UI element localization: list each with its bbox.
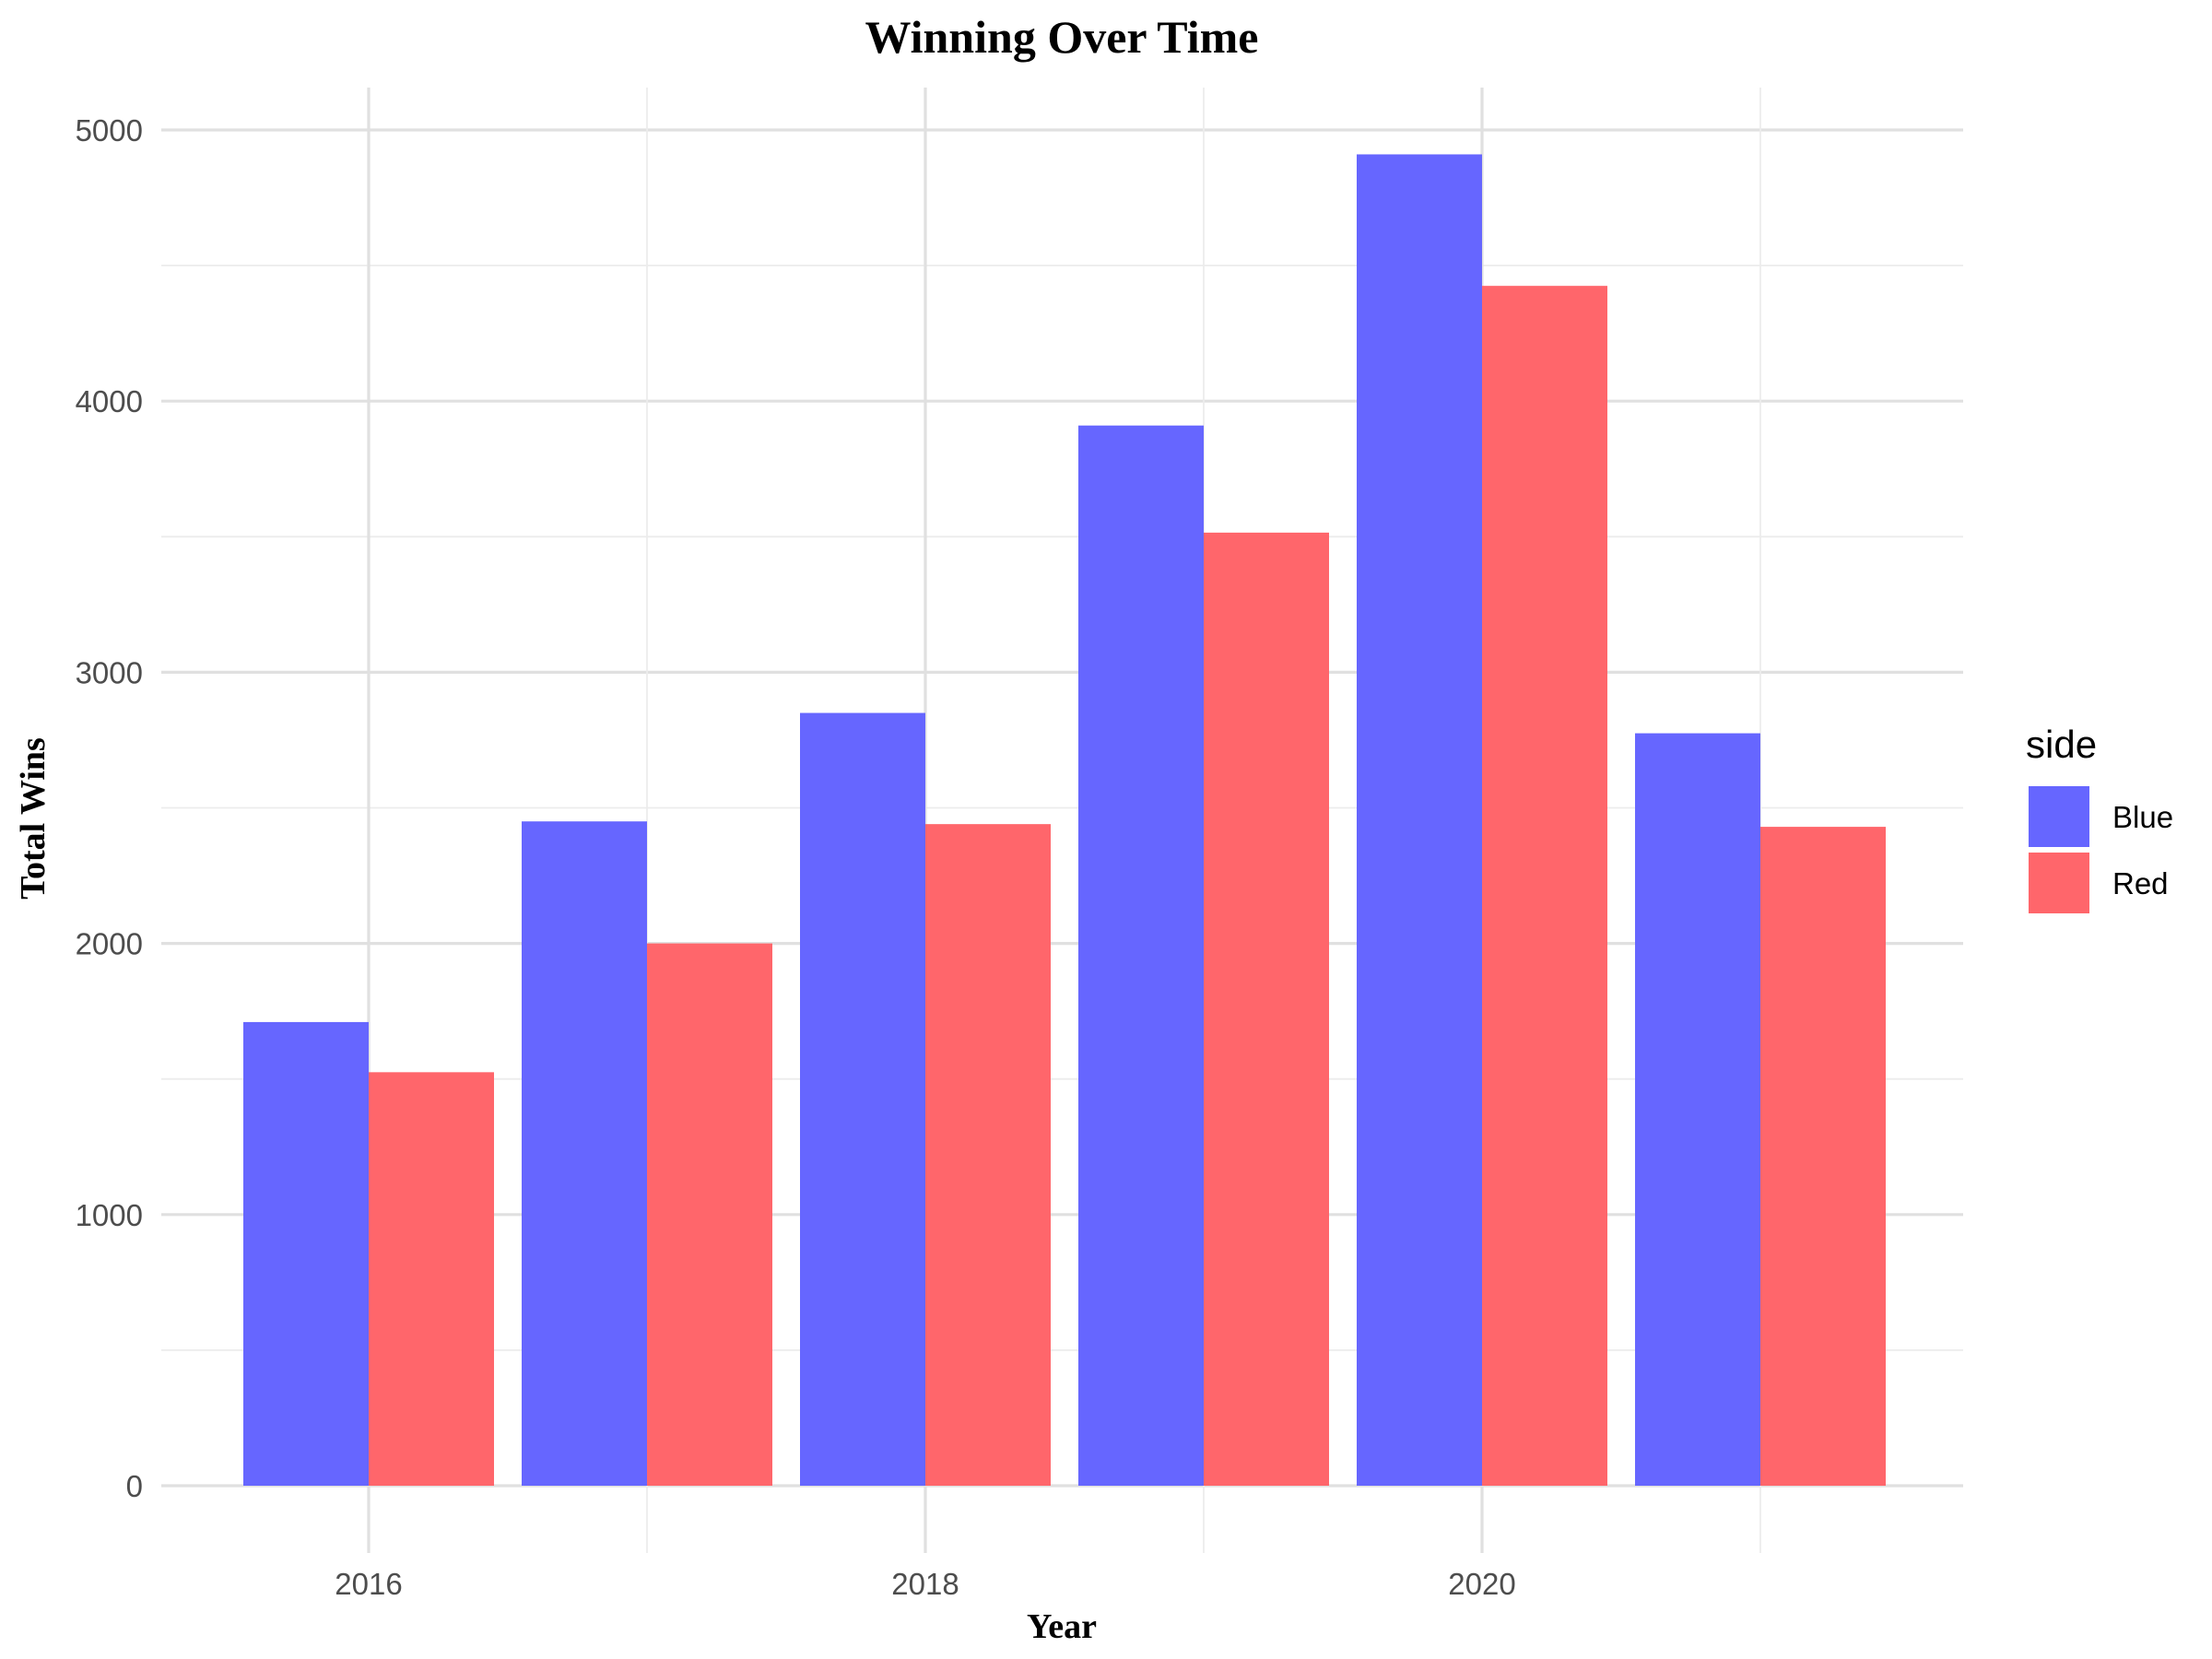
- y-axis-title: Total Wins: [14, 737, 53, 900]
- x-axis-ticks: 2016 2018 2020: [335, 1567, 1515, 1601]
- legend-title: side: [2026, 723, 2097, 766]
- bar-red-2018: [925, 824, 1051, 1486]
- y-tick-label: 3000: [76, 655, 143, 689]
- y-tick-label: 4000: [76, 384, 143, 418]
- legend: side Blue Red: [2026, 723, 2173, 913]
- x-tick-label: 2018: [891, 1567, 959, 1601]
- y-tick-label: 2000: [76, 927, 143, 961]
- legend-label-red: Red: [2112, 866, 2169, 900]
- bar-blue-2020: [1357, 154, 1482, 1486]
- bar-blue-2019: [1078, 425, 1204, 1487]
- bar-red-2020: [1482, 286, 1607, 1486]
- y-tick-label: 1000: [76, 1198, 143, 1232]
- bar-red-2021: [1760, 827, 1886, 1486]
- bar-red-2016: [369, 1072, 494, 1486]
- bar-blue-2016: [243, 1021, 369, 1486]
- legend-label-blue: Blue: [2112, 800, 2173, 834]
- bar-blue-2021: [1635, 733, 1760, 1486]
- legend-swatch-red: [2029, 853, 2089, 913]
- legend-swatch-blue: [2029, 786, 2089, 847]
- y-axis-ticks: 0 1000 2000 3000 4000 5000: [76, 113, 143, 1503]
- chart-title: Winning Over Time: [865, 11, 1259, 63]
- bar-red-2019: [1204, 532, 1329, 1487]
- bar-red-2017: [647, 943, 772, 1486]
- y-tick-label: 5000: [76, 113, 143, 147]
- bars: [243, 154, 1886, 1487]
- x-tick-label: 2020: [1448, 1567, 1515, 1601]
- bar-blue-2018: [800, 712, 925, 1486]
- bar-blue-2017: [522, 821, 647, 1486]
- x-tick-label: 2016: [335, 1567, 402, 1601]
- y-tick-label: 0: [126, 1469, 143, 1503]
- x-axis-title: Year: [1027, 1607, 1097, 1646]
